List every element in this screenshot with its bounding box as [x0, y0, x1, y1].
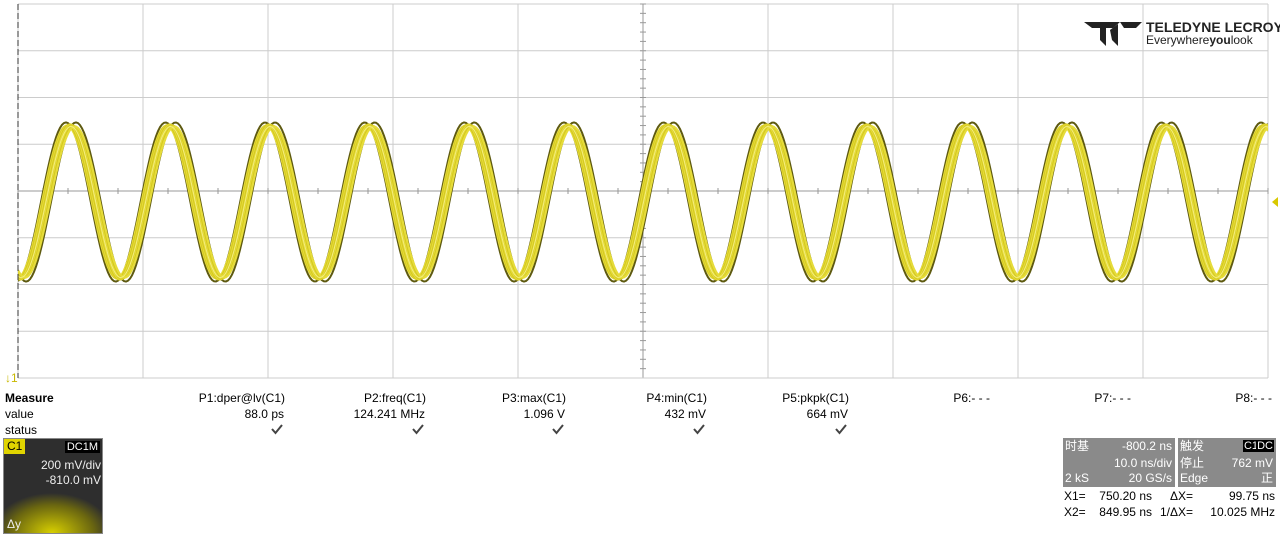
channel-box[interactable]: C1 DC1M 200 mV/div -810.0 mV Δy	[3, 438, 103, 534]
channel-scale: 200 mV/div	[40, 458, 101, 472]
cursor-value: 99.75 ns	[1228, 489, 1275, 503]
row-label: status	[5, 423, 38, 437]
timebase-samples: 2 kS	[1065, 471, 1090, 485]
trigger-box[interactable]: 触发 C1 DC 停止 762 mV Edge 正	[1178, 438, 1276, 487]
row-label: value	[5, 407, 34, 421]
cursor-label: 1/ΔX=	[1160, 505, 1194, 519]
check-icon	[271, 424, 283, 435]
param-name: P3:max(C1)	[501, 391, 566, 405]
status-check	[693, 423, 705, 435]
status-check	[271, 423, 283, 435]
tagline-part: Everywhere	[1146, 33, 1210, 47]
trigger-mode: Edge	[1180, 471, 1209, 485]
trigger-source: C1	[1242, 440, 1259, 452]
channel-name: C1	[4, 439, 26, 454]
check-icon	[693, 424, 705, 435]
cursor-value: 10.025 MHz	[1210, 505, 1275, 519]
param-name: P6:- - -	[953, 391, 990, 405]
timebase-rate: 20 GS/s	[1128, 471, 1172, 485]
status-check	[412, 423, 424, 435]
param-name: P8:- - -	[1235, 391, 1272, 405]
channel-coupling: DC1M	[64, 441, 100, 453]
cursor-value: 849.95 ns	[1099, 505, 1152, 519]
cursor-value: 750.20 ns	[1099, 489, 1152, 503]
trigger-level: 762 mV	[1231, 456, 1273, 470]
timebase-box[interactable]: 时基 -800.2 ns 10.0 ns/div 2 kS 20 GS/s	[1063, 438, 1175, 487]
param-value: 88.0 ps	[244, 407, 284, 421]
param-value: 1.096 V	[523, 407, 565, 421]
channel-delta: Δy	[7, 517, 22, 531]
status-check	[552, 423, 564, 435]
timebase-delay: -800.2 ns	[1121, 439, 1172, 453]
brand: TELEDYNE LECROY	[1146, 19, 1280, 35]
tagline: Everywhereyoulook	[1146, 33, 1254, 47]
check-icon	[412, 424, 424, 435]
check-icon	[552, 424, 564, 435]
timebase-label: 时基	[1065, 439, 1090, 453]
status-check	[835, 423, 847, 435]
trigger-slope: 正	[1260, 471, 1273, 485]
cursor-label: X2=	[1064, 505, 1086, 519]
measure-title: Measure	[5, 391, 54, 405]
check-icon	[835, 424, 847, 435]
tagline-part: you	[1209, 33, 1230, 47]
cursor-label: X1=	[1064, 489, 1086, 503]
timebase-per-div: 10.0 ns/div	[1113, 456, 1172, 470]
param-name: P2:freq(C1)	[363, 391, 426, 405]
param-value: 124.241 MHz	[353, 407, 425, 421]
ground-marker: ↓1	[5, 371, 18, 385]
trigger-marker	[1272, 197, 1278, 207]
param-name: P7:- - -	[1094, 391, 1131, 405]
logo: TELEDYNE LECROY Everywhereyoulook	[1084, 19, 1280, 47]
param-name: P4:min(C1)	[646, 391, 707, 405]
trace	[18, 125, 1268, 279]
trigger-label: 触发	[1180, 439, 1205, 453]
scope-display: ↓1 TELEDYNE LECROY Everywhereyoulook	[5, 3, 1280, 385]
tagline-part: look	[1231, 33, 1254, 47]
trace	[18, 125, 1268, 279]
cursor-label: ΔX=	[1170, 489, 1194, 503]
trigger-state: 停止	[1180, 456, 1205, 470]
param-name: P5:pkpk(C1)	[782, 391, 849, 405]
trigger-coupling: DC	[1256, 440, 1274, 452]
channel-offset: -810.0 mV	[45, 473, 101, 487]
param-value: 432 mV	[664, 407, 706, 421]
param-value: 664 mV	[806, 407, 848, 421]
grid	[17, 3, 1269, 379]
waveform	[18, 121, 1268, 283]
param-name: P1:dper@lv(C1)	[198, 391, 285, 405]
